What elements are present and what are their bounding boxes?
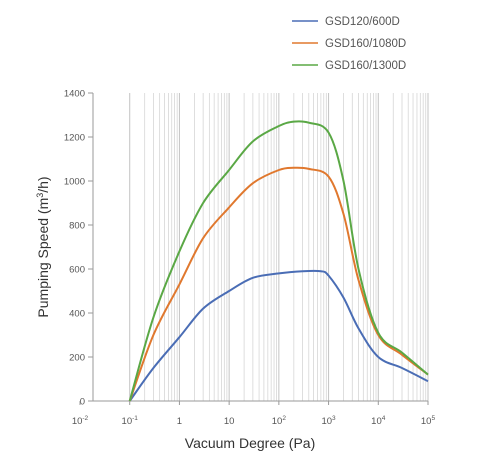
x-tick-label: 10-1: [122, 415, 139, 427]
x-tick-label: 10-2: [72, 415, 89, 427]
y-tick-label: 800: [69, 221, 85, 232]
y-axis-title-main: Pumping Speed (m: [35, 198, 51, 318]
x-tick-label: 104: [371, 415, 386, 427]
legend-label: GSD160/1300D: [325, 60, 406, 72]
x-tick-label: 1: [177, 416, 182, 427]
y-axis-title-tail: /h): [35, 176, 51, 192]
y-tick-label: 400: [69, 309, 85, 320]
x-tick-label: 102: [272, 415, 287, 427]
legend: GSD120/600D GSD160/1080D GSD160/1300D: [292, 16, 406, 72]
y-axis-title: Pumping Speed (m3/h): [35, 176, 51, 317]
x-tick-label: 103: [321, 415, 336, 427]
grid-lines: [130, 93, 428, 401]
y-tick-label: 1400: [64, 89, 85, 100]
x-tick-label: 10: [224, 416, 235, 427]
y-tick-label: 1000: [64, 177, 85, 188]
legend-label: GSD160/1080D: [325, 38, 406, 50]
y-tick-label: 1200: [64, 133, 85, 144]
x-axis-ticks: 10-2 10-1 1 10 102 103 104 105: [72, 401, 436, 427]
x-tick-label: 105: [421, 415, 436, 427]
legend-label: GSD120/600D: [325, 16, 400, 28]
y-tick-label: 600: [69, 265, 85, 276]
y-tick-label: 200: [69, 353, 85, 364]
x-axis-title: Vacuum Degree (Pa): [185, 435, 315, 451]
